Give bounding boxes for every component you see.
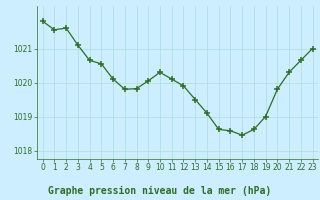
Text: Graphe pression niveau de la mer (hPa): Graphe pression niveau de la mer (hPa) bbox=[48, 186, 272, 196]
